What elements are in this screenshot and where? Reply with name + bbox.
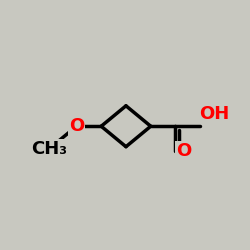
Text: CH₃: CH₃ [32,140,68,158]
Text: O: O [69,117,84,135]
Text: OH: OH [199,106,229,124]
Text: O: O [176,142,191,160]
